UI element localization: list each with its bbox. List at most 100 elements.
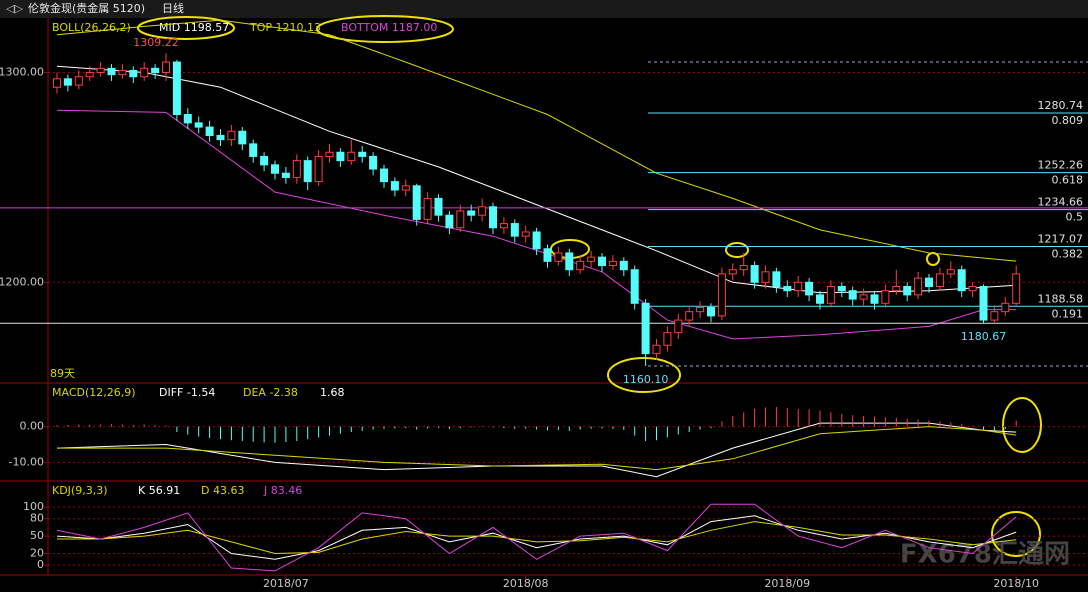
fib-price: 1217.07 [1038,233,1084,246]
indicator-name: KDJ(9,3,3) [52,484,108,497]
legend-entry: MID 1198.57 [159,21,229,34]
candle-body [336,151,345,162]
candle-body [674,319,683,334]
candle-body [85,72,94,78]
indicator-line [56,503,1017,572]
candle-body [194,122,203,128]
fib-price: 1280.74 [1038,99,1084,112]
candle-body [1001,302,1010,313]
candle-body [761,271,770,283]
fib-price: 1234.66 [1038,196,1084,209]
candle-body [238,130,247,145]
candle-body [925,277,933,288]
candle-body [685,311,694,321]
candle-body [717,273,726,317]
fib-price: 1252.26 [1038,159,1084,172]
y-tick-label: 1300.00 [0,66,44,79]
legend-entry: DIFF -1.54 [159,386,215,399]
candle-body [816,294,824,304]
legend-entry: BOTTOM 1187.00 [341,21,437,34]
legend-entry: J 83.46 [263,484,302,497]
highlight [991,511,1041,557]
candle-body [303,160,312,183]
candle-body [543,248,552,262]
legend-entry: DEA -2.38 [243,386,298,399]
candle-body [183,113,192,124]
fib-ratio: 0.618 [1052,174,1084,187]
candle-body [707,306,715,317]
candle-body [249,143,258,157]
price-annotation: 1309.22 [133,36,179,49]
candle-body [914,277,923,296]
indicator-name: BOLL(26,26,2) [52,21,131,34]
candle-body [281,172,290,178]
y-tick-label: 20 [30,547,44,560]
y-tick-label: 0.00 [20,420,45,433]
candle-body [271,164,279,174]
y-tick-label: 80 [30,512,44,525]
instrument: 伦敦金现(贵金属 5120) [28,1,145,15]
nav-arrows[interactable]: ◁▷ [6,2,23,15]
candle-body [870,294,879,304]
x-tick-label: 2018/10 [993,577,1039,590]
y-tick-label: 1200.00 [0,275,44,288]
candle-body [565,252,574,271]
span-label: 89天 [50,367,75,380]
indicator-line [56,109,1017,340]
candle-body [390,181,399,191]
candle-body [794,281,803,292]
candle-body [260,155,269,166]
x-tick-label: 2018/08 [503,577,549,590]
candle-body [554,252,563,262]
candle-body [848,290,857,300]
candle-body [129,69,138,78]
indicator-name: MACD(12,26,9) [52,386,136,399]
indicator-line [57,426,1017,471]
y-tick-label: -10.00 [9,455,44,468]
candle-body [946,269,955,275]
candle-body [227,130,236,141]
candle-body [162,61,170,74]
indicator-line [56,19,1017,262]
highlights [137,15,1042,557]
candle-body [401,185,410,191]
candle-body [663,332,672,346]
candle-body [423,197,432,220]
candle-body [750,265,759,283]
candle-body [772,271,781,288]
candle-body [63,78,72,86]
highlight [137,16,235,40]
candle-body [151,67,160,74]
candle-body [619,260,628,271]
candle-body [979,286,988,321]
highlight [725,242,749,258]
candle-body [445,214,454,229]
candle-body [380,168,388,183]
fib-ratio: 0.809 [1052,114,1084,127]
candle-body [739,265,748,271]
candle-body [292,160,301,178]
candle-body [576,260,585,271]
candle-body [456,210,465,229]
candle-body [489,206,497,229]
candle-body [478,206,487,216]
candle-body [532,231,541,250]
fib-ratio: 0.191 [1052,307,1084,320]
candle-body [968,286,977,292]
y-tick-label: 0 [37,558,44,571]
candle-body [935,273,944,288]
legend-entry: 1.68 [320,386,345,399]
x-tick-label: 2018/07 [263,577,309,590]
candle-body [369,155,378,170]
candle-body [434,197,443,216]
candle-body [96,67,105,74]
candle-body [53,78,61,88]
candle-body [696,306,705,313]
candle-body [325,151,334,157]
fib-price: 1188.58 [1038,292,1084,305]
indicator-line [56,515,1017,560]
candle-body [205,126,214,136]
period[interactable]: 日线 [162,1,184,15]
candle-body [728,269,737,275]
candle-body [892,286,901,292]
